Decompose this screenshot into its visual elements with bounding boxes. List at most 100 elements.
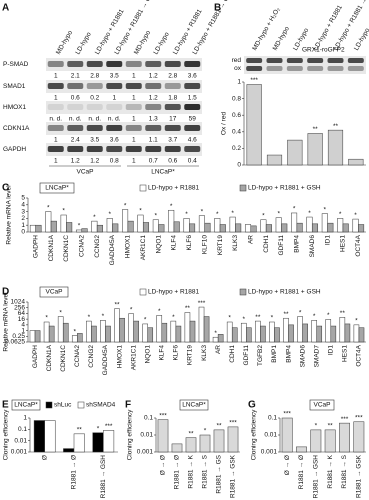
bar: [34, 330, 41, 343]
y-tick-label: 0.6: [232, 112, 241, 119]
bar: [77, 333, 83, 343]
blot-row-label: GAPDH: [3, 146, 26, 153]
bar: [217, 334, 224, 343]
chart-title: LNCaP*: [14, 402, 38, 409]
bar: [203, 316, 210, 343]
blot-band: [106, 125, 123, 131]
x-tick-label: KLF4: [159, 345, 166, 361]
bar: [281, 223, 288, 233]
x-tick-label: Ø: [41, 455, 48, 460]
significance: *: [97, 425, 100, 432]
significance: *: [158, 308, 161, 315]
panel-letter: E: [2, 400, 9, 411]
bar: [204, 222, 211, 233]
significance: *: [231, 210, 234, 217]
blot-quant: 0.4: [188, 158, 197, 165]
y-tick-label: 0.01: [140, 432, 153, 439]
blot-quant: 1: [54, 95, 58, 102]
blot-band: [86, 146, 103, 152]
title-box: [11, 399, 41, 411]
bar: [60, 214, 67, 233]
significance: *: [313, 313, 316, 320]
bar: [133, 320, 139, 343]
y-tick-label: 1: [237, 79, 241, 86]
significance: *: [299, 309, 302, 316]
significance: **: [340, 310, 346, 317]
blot-row-label: P-SMAD: [3, 61, 29, 68]
y-axis-label: Cloning efficiency: [3, 409, 10, 461]
x-tick-label: CDKN1C: [63, 235, 70, 262]
significance: **: [283, 311, 289, 318]
bar: [244, 224, 252, 233]
blot-row-label: HMOX1: [3, 104, 27, 111]
legend-swatch: [239, 184, 247, 192]
blot-quant: 1: [54, 73, 58, 80]
bar: [310, 429, 322, 453]
blot-quant: 2.1: [71, 73, 80, 80]
significance: *: [214, 330, 217, 337]
blot-quant: 1: [132, 116, 136, 123]
x-tick-label: BMP4: [285, 345, 292, 363]
x-tick-label: KLF4: [171, 235, 178, 251]
bar: [287, 139, 303, 166]
blot-quant: 1.3: [149, 116, 158, 123]
y-tick-label: 1024: [11, 299, 26, 306]
y-tick-label: 0.001: [261, 449, 278, 456]
significance: **: [77, 427, 83, 434]
x-tick-label: R1881 → S: [202, 454, 209, 488]
significance: *: [155, 212, 158, 219]
y-tick-label: 2: [21, 215, 25, 222]
panel-letter: G: [248, 400, 256, 411]
y-axis-label: Cloning efficiency: [127, 409, 134, 461]
bar: [325, 319, 332, 343]
group-label: VCaP: [77, 169, 94, 176]
significance: *: [47, 204, 50, 211]
bar: [63, 448, 75, 453]
significance: *: [172, 314, 175, 321]
blot-background: [46, 80, 202, 93]
significance: *: [45, 315, 48, 322]
bar: [311, 223, 319, 233]
bar: [161, 322, 168, 343]
blot-quant: 1.2: [90, 158, 99, 165]
significance: **: [188, 430, 194, 437]
significance: *: [102, 313, 105, 320]
bar: [358, 224, 365, 233]
y-tick-label: 0.001: [11, 449, 28, 456]
significance: *: [324, 206, 327, 213]
legend-label: LD-hypo + R1881 + GSH: [248, 185, 321, 192]
blot-band: [47, 104, 64, 110]
y-tick-label: 0.1: [268, 415, 277, 422]
significance: *: [262, 212, 265, 219]
x-tick-label: KRT19: [217, 235, 224, 255]
blot-band: [47, 61, 64, 67]
bar: [281, 417, 293, 453]
blot-band: [145, 146, 162, 152]
significance: *: [271, 315, 274, 322]
blot-quant: 1: [54, 137, 58, 144]
bar: [255, 320, 261, 343]
significance: *: [327, 312, 330, 319]
x-tick-label: ID1: [324, 235, 331, 246]
bar: [213, 429, 225, 453]
bar: [62, 322, 69, 343]
bar: [342, 223, 349, 233]
x-tick-label: BMP1: [271, 345, 278, 363]
blot-quant: 1.2: [71, 158, 80, 165]
bar: [260, 219, 267, 233]
y-tick-label: 0.01: [264, 432, 277, 439]
bar: [288, 324, 294, 343]
bar: [339, 422, 350, 453]
bar: [212, 336, 219, 343]
blot-quant: 3.5: [110, 73, 119, 80]
bar: [231, 327, 238, 343]
x-tick-label: R1881 → GSH: [313, 455, 320, 499]
significance: **: [313, 126, 319, 133]
x-tick-label: KRT19: [187, 345, 194, 365]
panel-letter: B: [214, 3, 221, 14]
y-tick-label: 16: [18, 316, 26, 323]
bar: [260, 325, 266, 343]
significance: *: [339, 211, 342, 218]
bar: [185, 437, 197, 453]
title-box: [39, 182, 75, 194]
